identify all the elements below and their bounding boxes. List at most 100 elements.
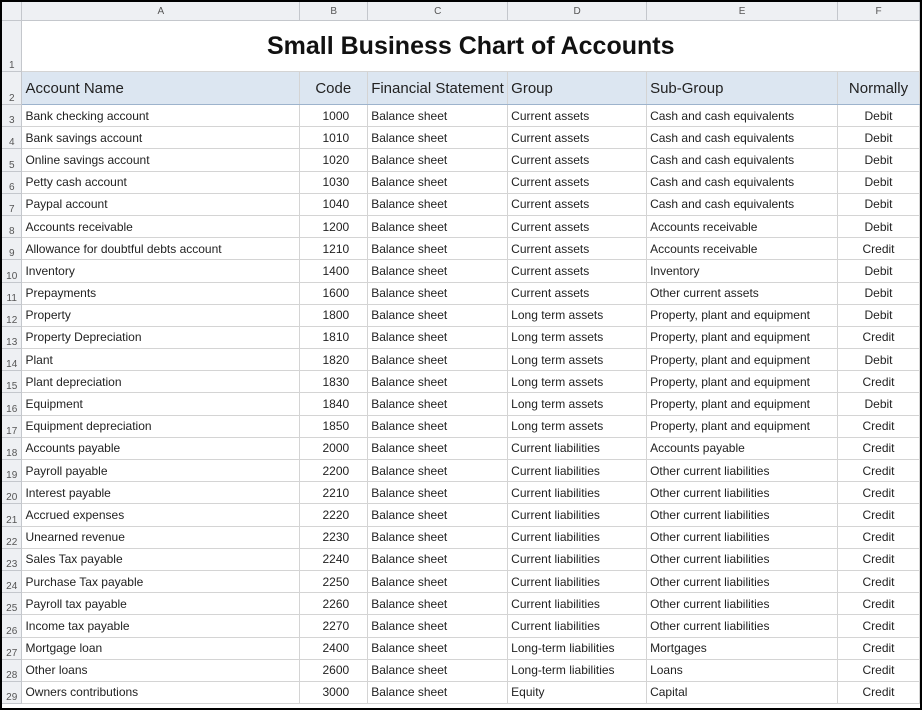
normally-cell[interactable]: Credit bbox=[837, 570, 920, 594]
financial-statement-cell[interactable]: Balance sheet bbox=[367, 392, 509, 416]
code-cell[interactable]: 1030 bbox=[299, 171, 369, 194]
financial-statement-cell[interactable]: Balance sheet bbox=[367, 459, 509, 483]
group-cell[interactable]: Current liabilities bbox=[507, 592, 648, 616]
group-cell[interactable]: Long-term liabilities bbox=[507, 637, 648, 660]
group-cell[interactable]: Current liabilities bbox=[507, 570, 648, 594]
code-cell[interactable]: 2240 bbox=[299, 548, 369, 571]
account-name-cell[interactable]: Sales Tax payable bbox=[21, 548, 301, 571]
normally-cell[interactable]: Debit bbox=[837, 259, 920, 283]
financial-statement-cell[interactable]: Balance sheet bbox=[367, 193, 509, 216]
row-header[interactable]: 20 bbox=[2, 481, 23, 505]
account-name-cell[interactable]: Petty cash account bbox=[21, 171, 301, 194]
sheet-title[interactable]: Small Business Chart of Accounts bbox=[21, 20, 920, 72]
group-cell[interactable]: Equity bbox=[507, 681, 648, 705]
financial-statement-cell[interactable]: Balance sheet bbox=[367, 548, 509, 571]
group-cell[interactable]: Current liabilities bbox=[507, 526, 648, 549]
sub-group-cell[interactable]: Other current assets bbox=[646, 282, 838, 305]
normally-cell[interactable]: Credit bbox=[837, 614, 920, 638]
group-cell[interactable]: Long term assets bbox=[507, 392, 648, 416]
row-header[interactable]: 16 bbox=[2, 392, 23, 416]
sub-group-cell[interactable]: Capital bbox=[646, 681, 838, 705]
header-financial-statement[interactable]: Financial Statement bbox=[367, 71, 509, 105]
financial-statement-cell[interactable]: Balance sheet bbox=[367, 148, 509, 172]
code-cell[interactable]: 2220 bbox=[299, 503, 369, 527]
code-cell[interactable]: 1600 bbox=[299, 282, 369, 305]
normally-cell[interactable]: Credit bbox=[837, 659, 920, 682]
sub-group-cell[interactable]: Cash and cash equivalents bbox=[646, 104, 838, 128]
code-cell[interactable]: 2270 bbox=[299, 614, 369, 638]
account-name-cell[interactable]: Interest payable bbox=[21, 481, 301, 505]
normally-cell[interactable]: Credit bbox=[837, 237, 920, 261]
code-cell[interactable]: 1800 bbox=[299, 304, 369, 327]
normally-cell[interactable]: Credit bbox=[837, 459, 920, 483]
sub-group-cell[interactable]: Cash and cash equivalents bbox=[646, 148, 838, 172]
code-cell[interactable]: 1000 bbox=[299, 104, 369, 128]
row-header[interactable]: 27 bbox=[2, 637, 23, 660]
normally-cell[interactable]: Debit bbox=[837, 193, 920, 216]
code-cell[interactable]: 2400 bbox=[299, 637, 369, 660]
group-cell[interactable]: Long term assets bbox=[507, 348, 648, 372]
header-normally[interactable]: Normally bbox=[837, 71, 920, 105]
normally-cell[interactable]: Credit bbox=[837, 637, 920, 660]
code-cell[interactable]: 1020 bbox=[299, 148, 369, 172]
row-header[interactable]: 5 bbox=[2, 148, 23, 172]
sub-group-cell[interactable]: Property, plant and equipment bbox=[646, 348, 838, 372]
code-cell[interactable]: 1010 bbox=[299, 126, 369, 150]
row-header[interactable]: 15 bbox=[2, 370, 23, 394]
account-name-cell[interactable]: Owners contributions bbox=[21, 681, 301, 705]
row-header[interactable]: 11 bbox=[2, 282, 23, 305]
group-cell[interactable]: Current assets bbox=[507, 259, 648, 283]
code-cell[interactable]: 1040 bbox=[299, 193, 369, 216]
group-cell[interactable]: Current liabilities bbox=[507, 437, 648, 461]
sub-group-cell[interactable]: Cash and cash equivalents bbox=[646, 193, 838, 216]
column-header-b[interactable]: B bbox=[299, 2, 369, 21]
row-header[interactable]: 25 bbox=[2, 592, 23, 616]
account-name-cell[interactable]: Mortgage loan bbox=[21, 637, 301, 660]
sub-group-cell[interactable]: Other current liabilities bbox=[646, 548, 838, 571]
financial-statement-cell[interactable]: Balance sheet bbox=[367, 415, 509, 438]
sub-group-cell[interactable]: Other current liabilities bbox=[646, 614, 838, 638]
group-cell[interactable]: Long term assets bbox=[507, 415, 648, 438]
column-header-f[interactable]: F bbox=[837, 2, 920, 21]
normally-cell[interactable]: Credit bbox=[837, 681, 920, 705]
header-group[interactable]: Group bbox=[507, 71, 648, 105]
code-cell[interactable]: 1200 bbox=[299, 215, 369, 239]
row-header[interactable]: 13 bbox=[2, 326, 23, 350]
normally-cell[interactable]: Credit bbox=[837, 548, 920, 571]
financial-statement-cell[interactable]: Balance sheet bbox=[367, 370, 509, 394]
code-cell[interactable]: 1830 bbox=[299, 370, 369, 394]
group-cell[interactable]: Long term assets bbox=[507, 304, 648, 327]
financial-statement-cell[interactable]: Balance sheet bbox=[367, 171, 509, 194]
sub-group-cell[interactable]: Other current liabilities bbox=[646, 592, 838, 616]
row-header[interactable]: 22 bbox=[2, 526, 23, 549]
account-name-cell[interactable]: Allowance for doubtful debts account bbox=[21, 237, 301, 261]
header-code[interactable]: Code bbox=[299, 71, 369, 105]
sub-group-cell[interactable]: Other current liabilities bbox=[646, 503, 838, 527]
financial-statement-cell[interactable]: Balance sheet bbox=[367, 326, 509, 350]
account-name-cell[interactable]: Unearned revenue bbox=[21, 526, 301, 549]
financial-statement-cell[interactable]: Balance sheet bbox=[367, 570, 509, 594]
account-name-cell[interactable]: Paypal account bbox=[21, 193, 301, 216]
normally-cell[interactable]: Credit bbox=[837, 370, 920, 394]
account-name-cell[interactable]: Online savings account bbox=[21, 148, 301, 172]
normally-cell[interactable]: Credit bbox=[837, 503, 920, 527]
financial-statement-cell[interactable]: Balance sheet bbox=[367, 282, 509, 305]
account-name-cell[interactable]: Property bbox=[21, 304, 301, 327]
row-header[interactable]: 10 bbox=[2, 259, 23, 283]
group-cell[interactable]: Current liabilities bbox=[507, 548, 648, 571]
code-cell[interactable]: 2600 bbox=[299, 659, 369, 682]
financial-statement-cell[interactable]: Balance sheet bbox=[367, 104, 509, 128]
row-header[interactable]: 4 bbox=[2, 126, 23, 150]
normally-cell[interactable]: Credit bbox=[837, 326, 920, 350]
code-cell[interactable]: 1210 bbox=[299, 237, 369, 261]
normally-cell[interactable]: Debit bbox=[837, 304, 920, 327]
financial-statement-cell[interactable]: Balance sheet bbox=[367, 126, 509, 150]
row-header[interactable]: 26 bbox=[2, 614, 23, 638]
group-cell[interactable]: Current liabilities bbox=[507, 481, 648, 505]
row-header[interactable]: 7 bbox=[2, 193, 23, 216]
account-name-cell[interactable]: Property Depreciation bbox=[21, 326, 301, 350]
column-header-e[interactable]: E bbox=[646, 2, 838, 21]
sub-group-cell[interactable]: Accounts receivable bbox=[646, 237, 838, 261]
normally-cell[interactable]: Debit bbox=[837, 282, 920, 305]
normally-cell[interactable]: Credit bbox=[837, 526, 920, 549]
